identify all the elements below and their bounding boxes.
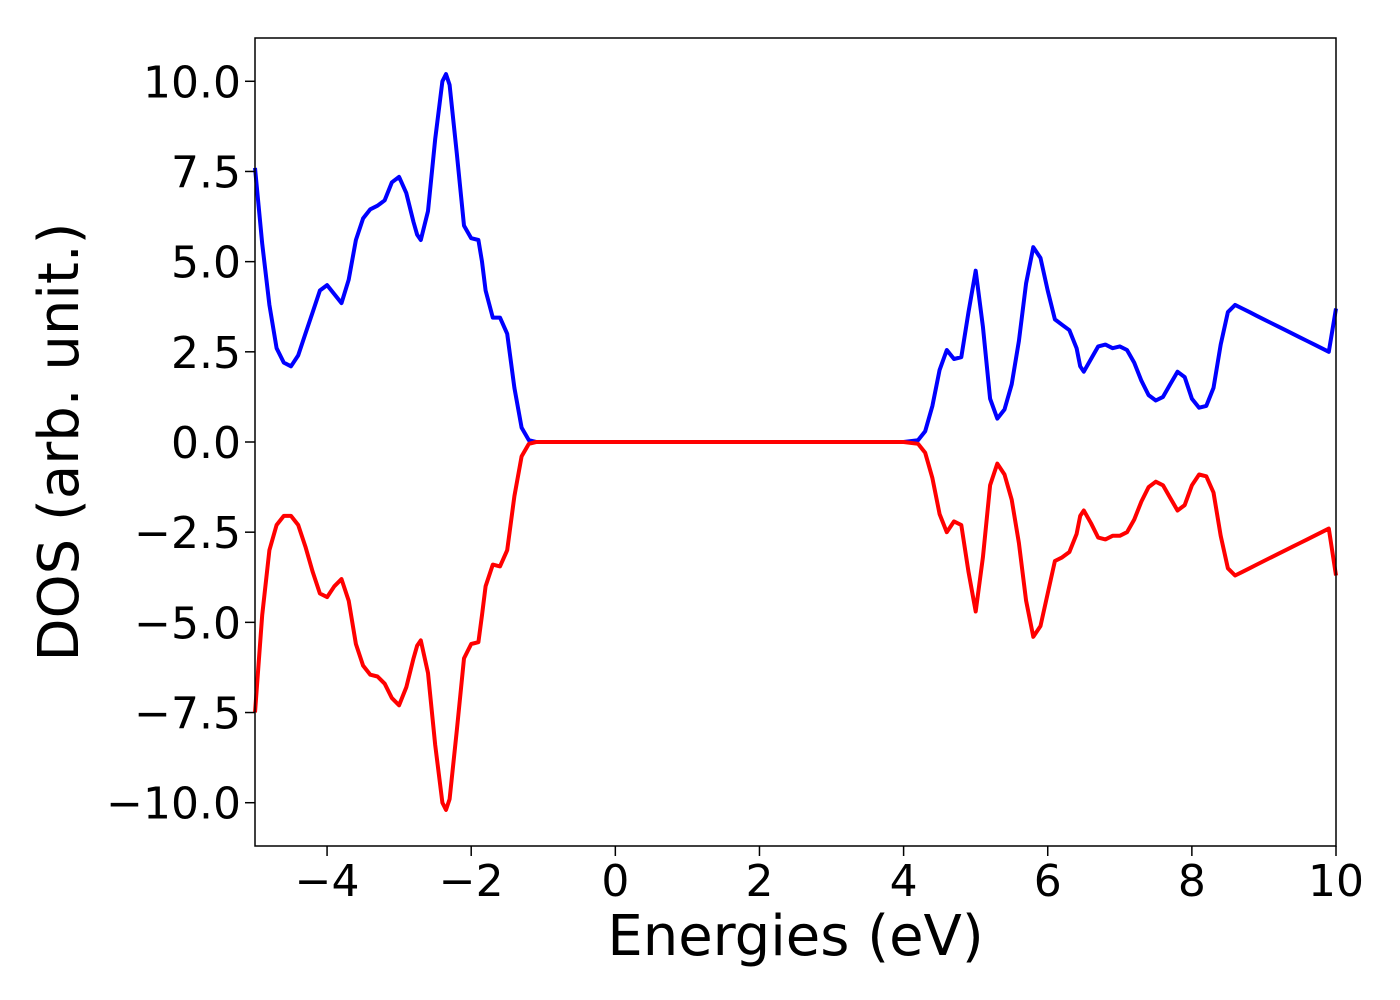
x-tick-label: 0 [601,856,629,907]
x-axis-ticks: −4 −2 0 2 4 6 8 10 [295,846,1364,907]
x-tick-label: −4 [295,856,360,907]
y-axis-label: DOS (arb. unit.) [27,222,92,661]
y-tick-label: 10.0 [143,57,241,108]
x-tick-label: 10 [1308,856,1364,907]
series-line-2 [253,440,1338,812]
y-tick-label: 2.5 [171,328,241,379]
x-tick-label: −2 [439,856,504,907]
y-tick-label: 5.0 [171,238,241,289]
y-tick-label: 0.0 [171,418,241,469]
plot-area [253,72,1338,812]
x-axis-label: Energies (eV) [607,904,983,969]
x-tick-label: 8 [1178,856,1206,907]
plot-frame [254,37,1337,847]
y-tick-label: −10.0 [106,779,241,830]
series-line-1 [253,72,1338,444]
y-axis-ticks: 10.0 7.5 5.0 2.5 0.0 −2.5 −5.0 −7.5 −10.0 [106,57,255,830]
x-tick-label: 4 [890,856,918,907]
y-tick-label: 7.5 [171,147,241,198]
y-tick-label: −2.5 [134,508,241,559]
x-tick-label: 2 [745,856,773,907]
y-tick-label: −5.0 [134,598,241,649]
y-tick-label: −7.5 [134,689,241,740]
x-tick-label: 6 [1034,856,1062,907]
